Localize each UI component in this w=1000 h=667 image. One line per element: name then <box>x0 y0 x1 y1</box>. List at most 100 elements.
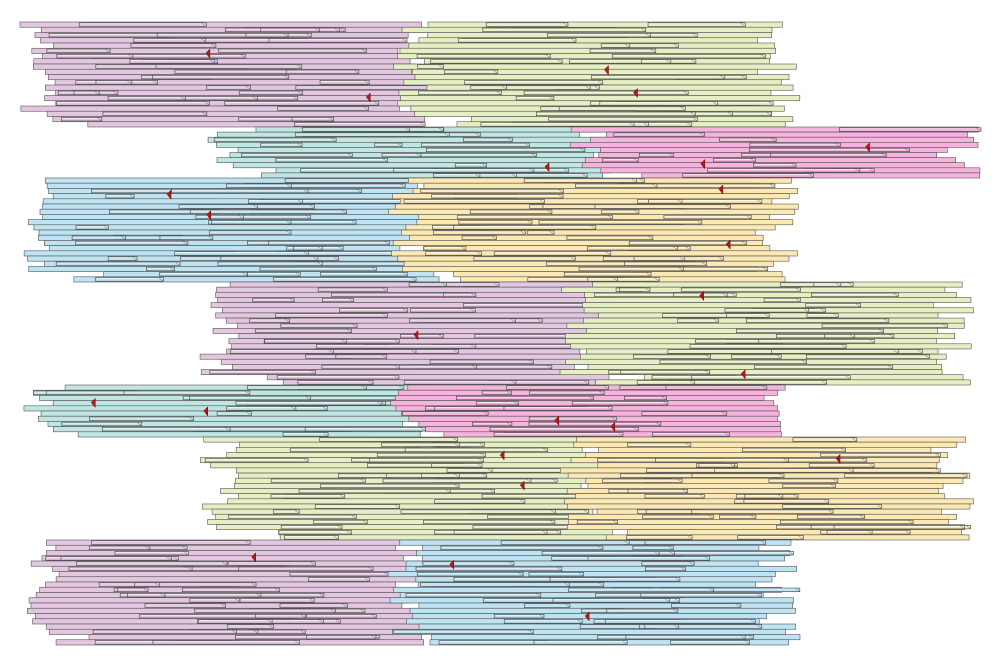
bevel-end <box>339 494 345 499</box>
bevel-end <box>628 122 635 127</box>
inner-bar <box>529 390 605 395</box>
marker <box>413 330 419 341</box>
bevel-end <box>683 90 689 95</box>
bevel-end <box>685 442 692 447</box>
strip <box>55 576 427 583</box>
inner-bar <box>134 582 161 587</box>
inner-bar <box>393 629 534 634</box>
bevel-end <box>793 494 799 499</box>
inner-bar <box>304 427 426 432</box>
bevel-end <box>174 261 181 266</box>
bevel-end <box>708 587 714 592</box>
inner-bar <box>229 349 334 354</box>
inner-bar <box>641 561 695 566</box>
inner-bar <box>691 509 834 514</box>
bevel-end <box>94 90 100 95</box>
inner-bar <box>642 514 714 519</box>
inner-bar <box>95 277 164 282</box>
inner-bar <box>204 458 309 463</box>
inner-bar <box>844 473 968 478</box>
inner-bar <box>335 354 388 359</box>
inner-bar <box>408 282 447 287</box>
inner-bar <box>566 235 654 240</box>
strip <box>597 462 938 469</box>
inner-bar <box>127 592 166 598</box>
inner-bar <box>228 514 357 519</box>
inner-bar <box>792 437 858 442</box>
inner-bar <box>805 354 930 359</box>
inner-bar <box>625 634 746 640</box>
inner-bar <box>71 235 126 240</box>
inner-bar <box>241 153 353 158</box>
inner-bar <box>374 142 403 147</box>
bevel-end <box>317 246 323 251</box>
strip <box>590 136 974 143</box>
bevel-end <box>328 349 334 354</box>
bevel-end <box>673 624 679 629</box>
bevel-end <box>848 468 854 473</box>
bevel-end <box>371 266 377 272</box>
inner-bar <box>178 204 259 209</box>
inner-bar <box>457 214 613 220</box>
bevel-end <box>470 308 476 313</box>
bevel-end <box>546 209 553 214</box>
bevel-end <box>876 504 882 509</box>
bevel-end <box>688 561 695 566</box>
bevel-end <box>394 339 400 344</box>
bevel-end <box>558 188 564 194</box>
bevel-end <box>493 282 500 287</box>
bevel-end <box>676 199 683 204</box>
bevel-end <box>801 359 807 364</box>
bevel-end <box>438 334 444 339</box>
bevel-end <box>545 54 551 59</box>
bevel-end <box>644 287 651 292</box>
bevel-end <box>452 437 458 442</box>
bevel-end <box>220 603 226 608</box>
bevel-end <box>362 519 368 524</box>
bevel-end <box>340 27 346 32</box>
inner-bar <box>259 266 377 272</box>
bevel-end <box>294 640 300 645</box>
bevel-end <box>445 489 451 494</box>
bevel-end <box>823 499 829 504</box>
bevel-end <box>851 437 857 442</box>
marker <box>865 142 870 153</box>
inner-bar <box>475 401 519 406</box>
bevel-end <box>633 427 639 432</box>
inner-bar <box>780 519 914 525</box>
bevel-end <box>541 530 548 535</box>
bevel-end <box>268 624 274 629</box>
bevel-end <box>303 458 309 463</box>
strip <box>45 550 419 557</box>
bevel-end <box>557 59 563 64</box>
bevel-end <box>617 432 624 437</box>
bevel-end <box>181 545 188 550</box>
block-panel <box>393 21 801 128</box>
inner-bar <box>647 22 746 27</box>
inner-bar <box>119 592 262 598</box>
bevel-end <box>491 235 497 240</box>
bevel-end <box>351 514 357 519</box>
inner-bar <box>482 27 647 32</box>
bevel-end <box>855 303 861 308</box>
inner-bar <box>275 158 388 163</box>
bevel-end <box>520 230 526 235</box>
bevel-end <box>721 411 727 416</box>
inner-bar <box>197 619 273 624</box>
bevel-end <box>597 545 604 550</box>
inner-bar <box>526 230 555 235</box>
inner-bar <box>317 287 388 292</box>
inner-bar <box>480 122 635 127</box>
bevel-end <box>845 375 851 380</box>
bevel-end <box>246 411 252 416</box>
bevel-end <box>201 22 207 27</box>
bevel-end <box>376 401 383 406</box>
inner-bar <box>238 90 304 96</box>
bevel-end <box>200 38 206 43</box>
bevel-end <box>336 525 343 530</box>
bevel-end <box>335 619 341 624</box>
bevel-end <box>650 48 656 53</box>
inner-bar <box>420 188 564 194</box>
bevel-end <box>777 494 783 499</box>
inner-bar <box>209 230 292 235</box>
